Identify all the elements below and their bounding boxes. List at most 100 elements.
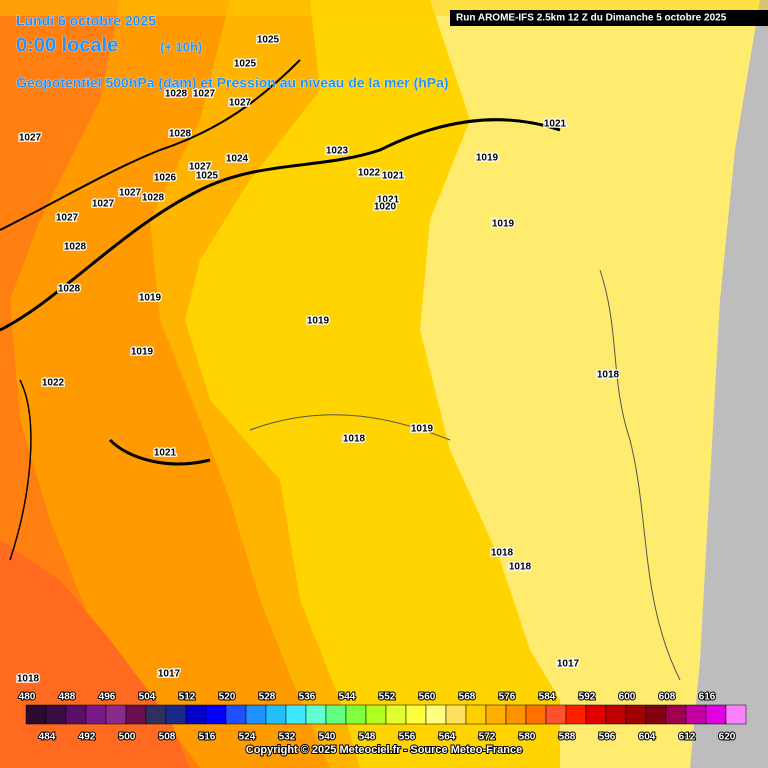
colorbar-swatch — [345, 704, 367, 725]
isobar-label: 1021 — [382, 171, 405, 182]
colorbar-swatch — [225, 704, 247, 725]
colorbar-label: 508 — [159, 732, 176, 743]
isobar-label: 1018 — [597, 370, 620, 381]
lead-time: (+ 10h) — [160, 39, 202, 54]
colorbar-label: 544 — [339, 692, 356, 703]
time: 0:00 locale — [16, 34, 118, 56]
isobar-label: 1018 — [343, 434, 366, 445]
isobar-label: 1022 — [42, 378, 65, 389]
colorbar-label: 484 — [39, 732, 56, 743]
colorbar-label: 620 — [719, 732, 736, 743]
isobar-label: 1023 — [326, 146, 349, 157]
isobar-label: 1019 — [411, 424, 434, 435]
isobar-label: 1027 — [56, 213, 79, 224]
colorbar-swatch — [585, 704, 607, 725]
colorbar-label: 480 — [19, 692, 36, 703]
colorbar-label: 528 — [259, 692, 276, 703]
colorbar-swatch — [205, 704, 227, 725]
colorbar: 480 484 488 492 496 500 504 508 512 516 520 524 528 5… — [18, 691, 747, 744]
colorbar-swatch — [625, 704, 647, 725]
isobar-label: 1028 — [165, 89, 188, 100]
colorbar-label: 616 — [699, 692, 716, 703]
date: Lundi 6 octobre 2025 — [16, 13, 156, 29]
isobar-label: 1027 — [189, 162, 212, 173]
colorbar-label: 564 — [439, 732, 456, 743]
isobar-label: 1019 — [307, 316, 330, 327]
colorbar-swatch — [145, 704, 167, 725]
colorbar-swatch — [65, 704, 87, 725]
colorbar-swatch — [185, 704, 207, 725]
colorbar-label: 520 — [219, 692, 236, 703]
isobar-label: 1021 — [544, 119, 567, 130]
colorbar-swatch — [45, 704, 67, 725]
isobar-label: 1019 — [476, 153, 499, 164]
colorbar-swatch — [465, 704, 487, 725]
isobar-label: 1025 — [196, 171, 219, 182]
isobar-label: 1021 — [377, 195, 400, 206]
isobar-label: 1018 — [509, 562, 532, 573]
colorbar-label: 568 — [459, 692, 476, 703]
colorbar-swatch — [525, 704, 547, 725]
colorbar-label: 524 — [239, 732, 256, 743]
colorbar-swatch — [85, 704, 107, 725]
run-info: Run AROME-IFS 2.5km 12 Z du Dimanche 5 o… — [456, 13, 727, 24]
colorbar-swatch — [245, 704, 267, 725]
colorbar-label: 580 — [519, 732, 536, 743]
isobar-label: 1027 — [119, 188, 142, 199]
isobar-label: 1021 — [154, 448, 177, 459]
isobar-label: 1025 — [234, 59, 257, 70]
colorbar-label: 608 — [659, 692, 676, 703]
colorbar-label: 612 — [679, 732, 696, 743]
colorbar-label: 500 — [119, 732, 136, 743]
colorbar-swatch — [365, 704, 387, 725]
colorbar-swatch — [445, 704, 467, 725]
colorbar-swatch — [125, 704, 147, 725]
run-banner — [450, 10, 768, 26]
isobar-label: 1027 — [229, 98, 252, 109]
colorbar-label: 604 — [639, 732, 656, 743]
colorbar-label: 584 — [539, 692, 556, 703]
colorbar-swatch — [285, 704, 307, 725]
isobar-label: 1028 — [58, 284, 81, 295]
isobar-label: 1017 — [158, 669, 181, 680]
colorbar-label: 496 — [99, 692, 116, 703]
colorbar-label: 492 — [79, 732, 96, 743]
colorbar-label: 504 — [139, 692, 156, 703]
isobar-label: 1028 — [64, 242, 87, 253]
colorbar-label: 488 — [59, 692, 76, 703]
colorbar-swatch — [405, 704, 427, 725]
colorbar-label: 576 — [499, 692, 516, 703]
colorbar-swatch — [425, 704, 447, 725]
colorbar-label: 536 — [299, 692, 316, 703]
isobar-label: 1020 — [374, 202, 397, 213]
colorbar-swatch — [705, 704, 727, 725]
colorbar-swatch — [665, 704, 687, 725]
colorbar-swatch — [105, 704, 127, 725]
field-description: Geopotentiel 500hPa (dam) et Pression au… — [16, 75, 449, 91]
isobar-label: 1027 — [92, 199, 115, 210]
colorbar-swatch — [545, 704, 567, 725]
isobar-label: 1027 — [193, 89, 216, 100]
isobar-label: 1019 — [139, 293, 162, 304]
copyright: Copyright © 2025 Meteociel.fr - Source M… — [246, 744, 522, 756]
colorbar-swatch — [165, 704, 187, 725]
colorbar-label: 592 — [579, 692, 596, 703]
isobar-label: 1026 — [154, 173, 177, 184]
colorbar-label: 532 — [279, 732, 296, 743]
isobar-label: 1017 — [557, 659, 580, 670]
colorbar-label: 596 — [599, 732, 616, 743]
isobar-label: 1019 — [492, 219, 515, 230]
isobar-label: 1024 — [226, 154, 249, 165]
colorbar-swatch — [305, 704, 327, 725]
colorbar-swatch — [325, 704, 347, 725]
isobar-label: 1022 — [358, 168, 381, 179]
colorbar-label: 516 — [199, 732, 216, 743]
colorbar-label: 588 — [559, 732, 576, 743]
colorbar-swatch — [605, 704, 627, 725]
isobar-label: 1025 — [257, 35, 280, 46]
colorbar-label: 572 — [479, 732, 496, 743]
colorbar-swatch — [505, 704, 527, 725]
